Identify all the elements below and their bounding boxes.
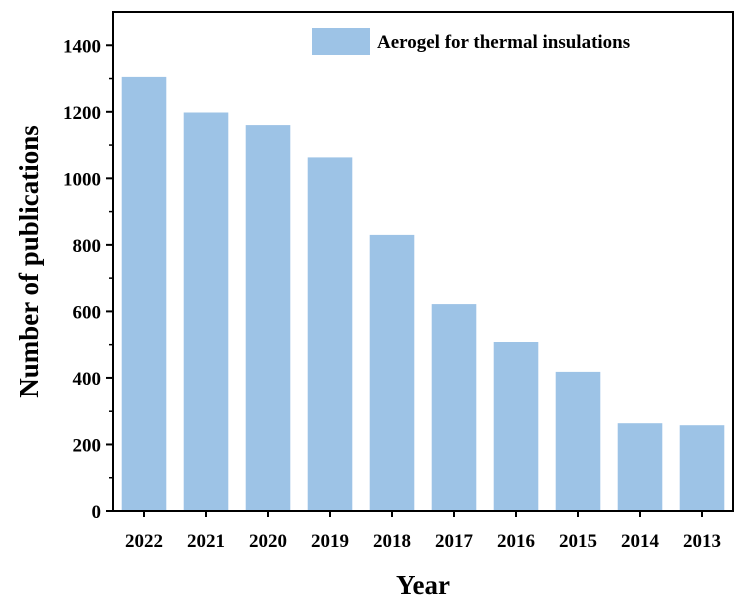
y-tick-label: 0 xyxy=(92,502,102,523)
legend-label: Aerogel for thermal insulations xyxy=(377,32,630,53)
y-tick-label: 1000 xyxy=(63,169,101,190)
x-axis-ticks: 2022 2021 2020 2019 2018 2017 2016 2015 2014 2013 xyxy=(125,511,721,552)
bar-2022 xyxy=(121,76,167,512)
y-axis-title: Number of publications xyxy=(14,125,44,398)
bar-2016 xyxy=(493,342,539,511)
x-axis-title: Year xyxy=(396,570,450,600)
x-tick-label: 2022 xyxy=(125,531,163,552)
bar-2014 xyxy=(617,423,663,511)
bar-2019 xyxy=(307,157,353,511)
x-tick-label: 2020 xyxy=(249,531,287,552)
y-tick-label: 800 xyxy=(73,236,102,257)
bar-2021 xyxy=(183,112,229,511)
y-tick-label: 200 xyxy=(73,435,102,456)
y-axis-ticks: 0 200 400 600 800 1000 1200 1400 xyxy=(63,36,113,523)
y-tick-label: 600 xyxy=(73,302,102,323)
x-tick-label: 2017 xyxy=(435,531,474,552)
x-tick-label: 2016 xyxy=(497,531,535,552)
y-tick-label: 1400 xyxy=(63,36,101,57)
x-tick-label: 2018 xyxy=(373,531,411,552)
bar-2017 xyxy=(431,304,477,511)
x-tick-label: 2019 xyxy=(311,531,349,552)
bars-group xyxy=(121,76,725,512)
legend-swatch xyxy=(312,28,370,55)
x-tick-label: 2014 xyxy=(621,531,660,552)
x-tick-label: 2021 xyxy=(187,531,225,552)
plot-frame xyxy=(112,11,734,512)
legend: Aerogel for thermal insulations xyxy=(312,28,630,55)
bar-2018 xyxy=(369,234,415,511)
bar-2015 xyxy=(555,371,601,511)
x-tick-label: 2015 xyxy=(559,531,597,552)
bar-2013 xyxy=(679,425,725,511)
y-tick-label: 1200 xyxy=(63,103,101,124)
bar-2020 xyxy=(245,125,291,511)
y-tick-label: 400 xyxy=(73,369,102,390)
x-tick-label: 2013 xyxy=(683,531,721,552)
